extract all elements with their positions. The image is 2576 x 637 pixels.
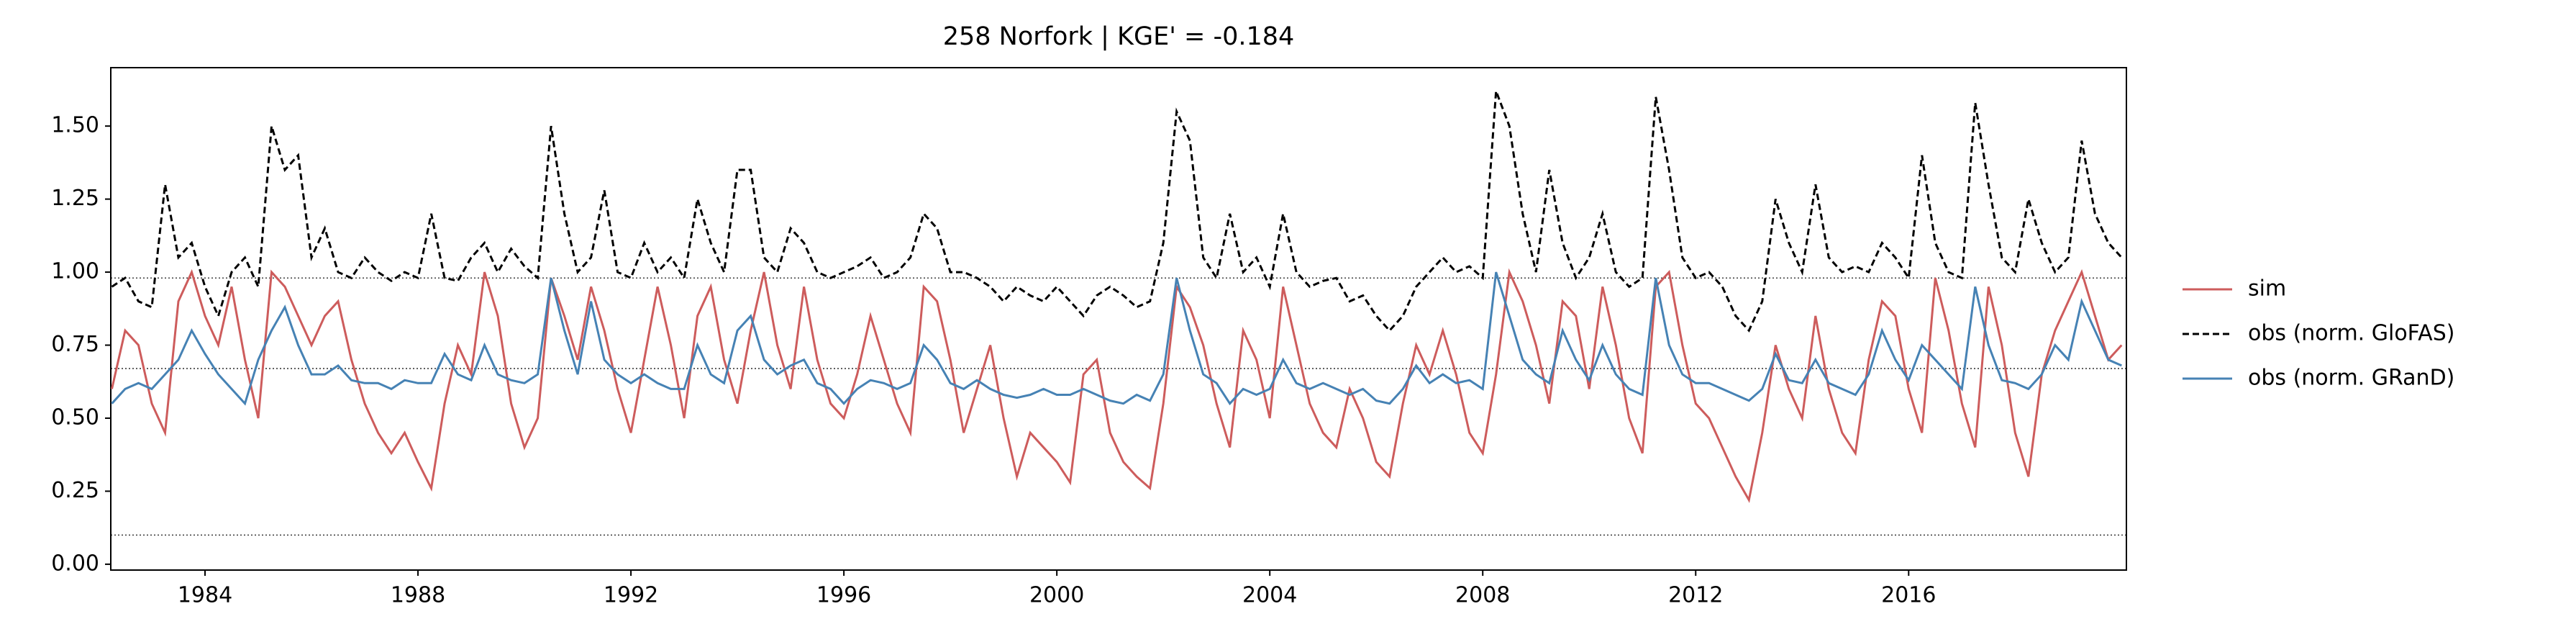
series-line: [111, 90, 2123, 333]
y-tick-label: 1.50: [51, 113, 99, 138]
x-tick-label: 2012: [1668, 583, 1723, 608]
x-tick-label: 1992: [604, 583, 658, 608]
chart-title: 258 Norfork | KGE' = -0.184: [943, 22, 1295, 51]
legend-label: obs (norm. GloFAS): [2248, 321, 2454, 346]
series-line: [111, 271, 2122, 406]
x-tick-label: 2008: [1455, 583, 1510, 608]
x-tick-label: 2004: [1242, 583, 1297, 608]
legend-label: sim: [2248, 276, 2286, 302]
y-tick-label: 1.00: [51, 259, 99, 284]
x-tick-label: 1996: [816, 583, 871, 608]
x-tick-label: 2016: [1881, 583, 1936, 608]
y-tick-label: 1.25: [51, 186, 99, 211]
plot-frame: [110, 67, 2127, 571]
y-tick-label: 0.75: [51, 332, 99, 357]
y-tick-label: 0.00: [51, 551, 99, 576]
legend-label: obs (norm. GRanD): [2248, 366, 2454, 391]
x-tick-label: 1988: [391, 583, 445, 608]
y-tick-label: 0.25: [51, 478, 99, 503]
y-tick-label: 0.50: [51, 405, 99, 430]
series-line: [111, 268, 2123, 503]
x-tick-label: 2000: [1029, 583, 1084, 608]
x-tick-label: 1984: [178, 583, 232, 608]
